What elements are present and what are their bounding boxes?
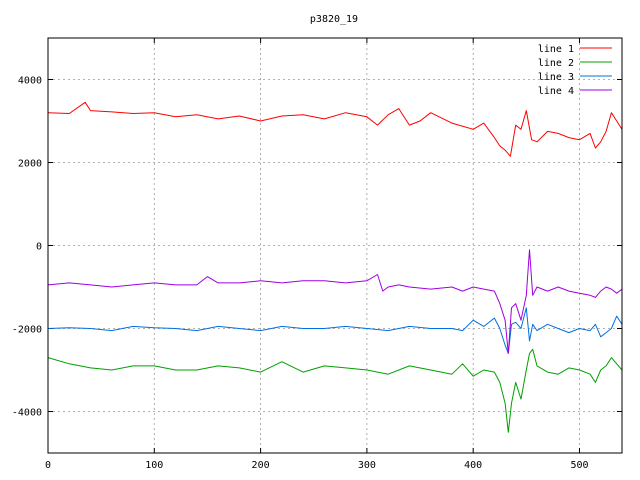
y-tick-label: -2000 (12, 325, 42, 336)
series-line-3 (47, 307, 623, 354)
y-tick-label: 2000 (18, 159, 42, 170)
plot-frame (47, 37, 623, 454)
y-tick-label: 0 (36, 242, 42, 253)
x-tick-label: 300 (358, 460, 376, 471)
series-line-1 (47, 101, 623, 157)
legend-label: line 3 (538, 72, 574, 83)
legend-label: line 4 (538, 86, 574, 97)
x-tick-label: 100 (145, 460, 163, 471)
y-tick-label: -4000 (12, 408, 42, 419)
series-line-4 (47, 249, 623, 354)
y-tick-label: 4000 (18, 76, 42, 87)
x-tick-label: 400 (464, 460, 482, 471)
x-tick-label: 0 (45, 460, 51, 471)
series-group (47, 101, 623, 433)
chart-title: p3820_19 (310, 14, 358, 25)
axis-ticks: 0 100 200 300 400 500 -4000 -2000 0 2000 4000 (12, 38, 622, 471)
legend-label: line 2 (538, 58, 574, 69)
series-line-2 (47, 348, 623, 433)
x-tick-label: 500 (570, 460, 588, 471)
grid-lines (48, 38, 622, 453)
legend-label: line 1 (538, 44, 574, 55)
x-tick-label: 200 (252, 460, 270, 471)
legend: line 1 line 2 line 3 line 4 (538, 44, 612, 97)
